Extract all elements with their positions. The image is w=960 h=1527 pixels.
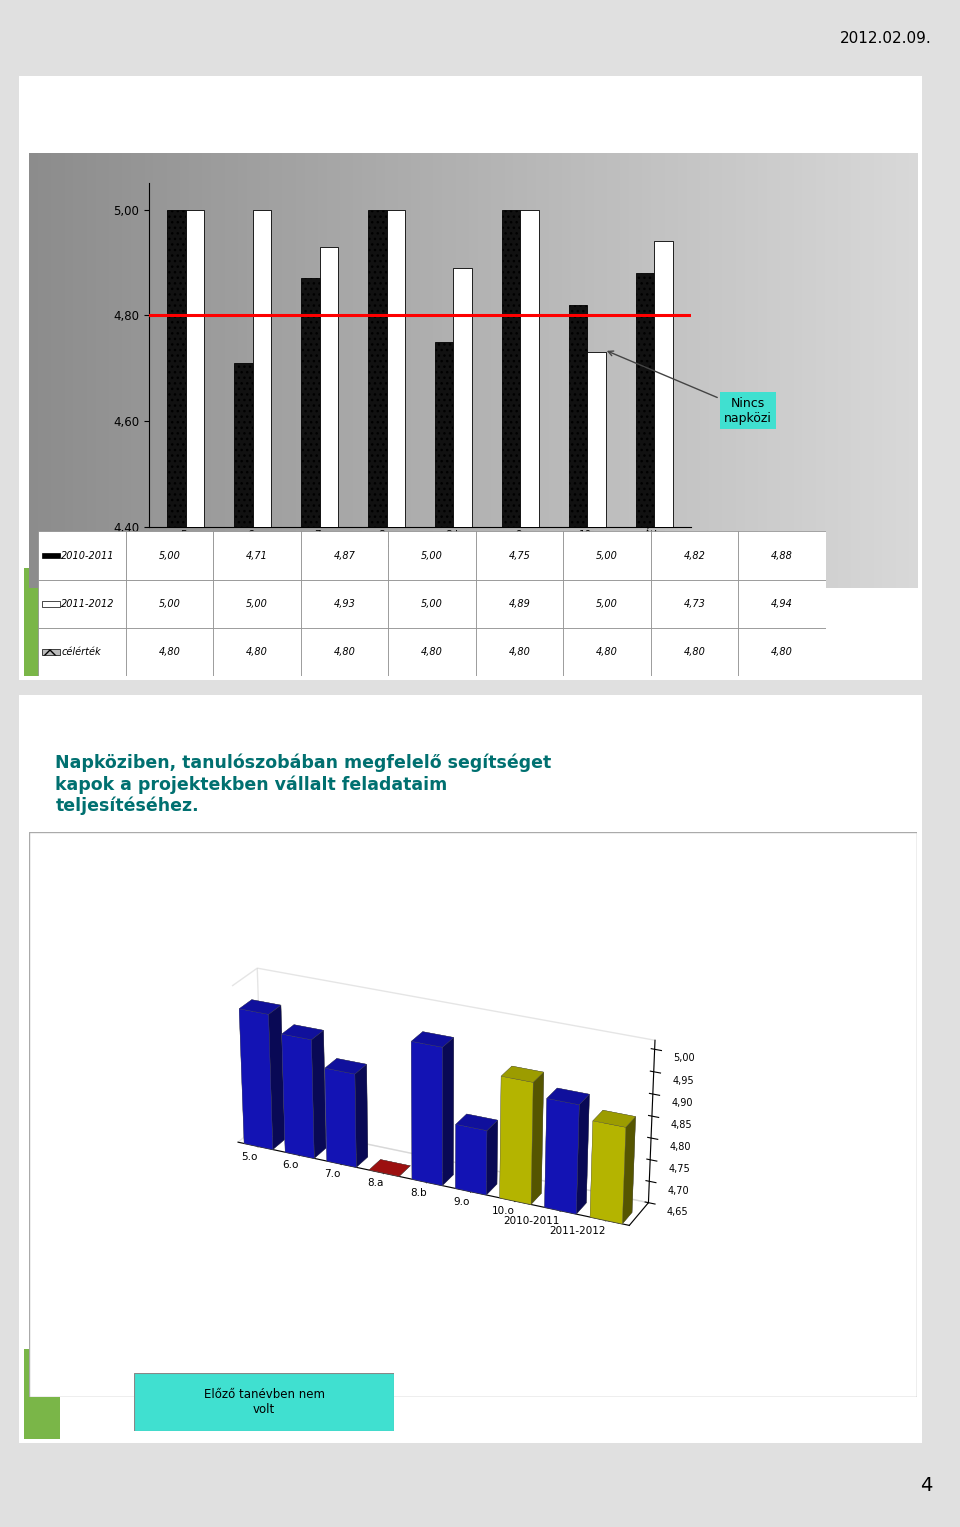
Text: 4,87: 4,87: [333, 551, 355, 560]
Bar: [38, 580, 126, 628]
Text: 4,80: 4,80: [333, 647, 355, 657]
Bar: [388, 580, 476, 628]
Bar: [167, 209, 185, 1527]
Text: 4,80: 4,80: [596, 647, 618, 657]
Text: Előző tanévben nem
volt: Előző tanévben nem volt: [204, 1388, 324, 1416]
Text: 4,80: 4,80: [421, 647, 443, 657]
Bar: [476, 531, 564, 580]
Bar: [300, 628, 388, 676]
Bar: [453, 267, 472, 1527]
Text: 4,80: 4,80: [509, 647, 531, 657]
FancyBboxPatch shape: [9, 69, 932, 687]
Text: 4,71: 4,71: [246, 551, 268, 560]
Bar: [738, 580, 826, 628]
Text: 2010-2011: 2010-2011: [61, 551, 115, 560]
Bar: [213, 628, 300, 676]
Bar: [636, 273, 655, 1527]
Bar: [655, 241, 673, 1527]
Bar: [213, 531, 300, 580]
Bar: [651, 580, 738, 628]
Text: 5,00: 5,00: [158, 599, 180, 609]
Bar: [126, 628, 213, 676]
Bar: [388, 531, 476, 580]
Text: 4,73: 4,73: [684, 599, 706, 609]
Bar: [300, 278, 320, 1527]
Bar: [588, 353, 606, 1527]
Bar: [252, 209, 272, 1527]
Bar: [738, 628, 826, 676]
Text: 2011-2012: 2011-2012: [61, 599, 115, 609]
Text: 2012.02.09.: 2012.02.09.: [839, 31, 931, 46]
Bar: [476, 580, 564, 628]
Bar: [213, 580, 300, 628]
Bar: [368, 209, 387, 1527]
Bar: [126, 531, 213, 580]
FancyBboxPatch shape: [9, 686, 932, 1452]
Text: 4,80: 4,80: [771, 647, 793, 657]
Text: 4,88: 4,88: [771, 551, 793, 560]
Text: Nincs
napközi: Nincs napközi: [608, 351, 772, 425]
Bar: [387, 209, 405, 1527]
Bar: [388, 628, 476, 676]
Text: 5,00: 5,00: [421, 551, 443, 560]
Bar: [564, 628, 651, 676]
Bar: [185, 209, 204, 1527]
Bar: [568, 305, 588, 1527]
Text: 4,89: 4,89: [509, 599, 531, 609]
Text: 4,80: 4,80: [246, 647, 268, 657]
Bar: [38, 628, 126, 676]
Text: 5,00: 5,00: [421, 599, 443, 609]
Bar: [126, 580, 213, 628]
Bar: [738, 531, 826, 580]
Text: célérték: célérték: [61, 647, 101, 657]
Bar: [234, 363, 252, 1527]
Bar: [300, 531, 388, 580]
Text: 4,80: 4,80: [684, 647, 706, 657]
Text: 5,00: 5,00: [596, 599, 618, 609]
Bar: [476, 628, 564, 676]
Text: 4,93: 4,93: [333, 599, 355, 609]
Text: 4,80: 4,80: [158, 647, 180, 657]
Text: 4,82: 4,82: [684, 551, 706, 560]
Bar: [320, 247, 338, 1527]
Bar: [502, 209, 520, 1527]
Bar: [564, 580, 651, 628]
Bar: [435, 342, 453, 1527]
Text: 4,94: 4,94: [771, 599, 793, 609]
Bar: [651, 531, 738, 580]
Bar: [38, 531, 126, 580]
Bar: [564, 531, 651, 580]
Bar: [24, 1350, 60, 1440]
Text: 4,75: 4,75: [509, 551, 531, 560]
Bar: [42, 553, 60, 559]
Text: Napköziben, tanulószobában megfelelő segítséget
kapok a projektekben vállalt fel: Napköziben, tanulószobában megfelelő seg…: [56, 754, 552, 815]
Text: 4: 4: [920, 1475, 932, 1495]
Bar: [651, 628, 738, 676]
Bar: [520, 209, 540, 1527]
Text: 5,00: 5,00: [158, 551, 180, 560]
Bar: [42, 649, 60, 655]
Text: Napköziben,tanulószobában lehetőségem van a
szabadidő hasznos eltöltésére. (pl: : Napköziben,tanulószobában lehetőségem va…: [56, 154, 524, 215]
Bar: [42, 602, 60, 606]
Bar: [300, 580, 388, 628]
Text: 5,00: 5,00: [596, 551, 618, 560]
Bar: [24, 568, 60, 676]
Text: 5,00: 5,00: [246, 599, 268, 609]
